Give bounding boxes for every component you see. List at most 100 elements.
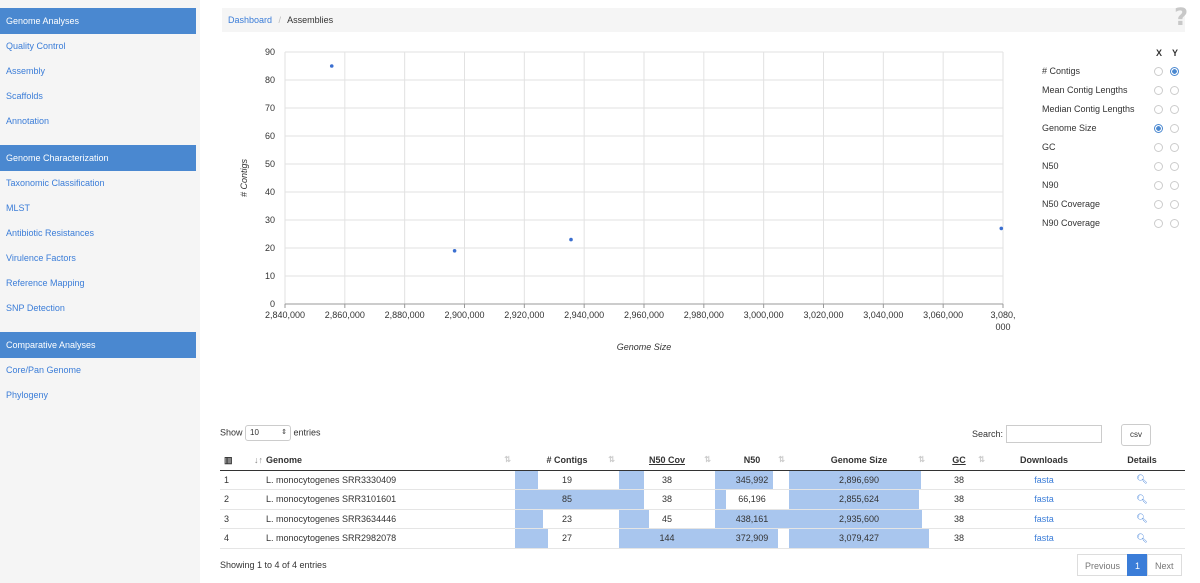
sidebar-section-comparative-analyses[interactable]: Comparative Analyses bbox=[0, 332, 196, 358]
cell-n50cov-value: 38 bbox=[653, 471, 680, 488]
search-input[interactable] bbox=[1006, 425, 1102, 443]
sidebar-item-virulence-factors[interactable]: Virulence Factors bbox=[6, 253, 76, 263]
x-axis-radio[interactable] bbox=[1154, 67, 1163, 76]
y-axis-radio[interactable] bbox=[1170, 143, 1179, 152]
page-1-button[interactable]: 1 bbox=[1127, 554, 1149, 576]
axis-option-row: N50 Coverage bbox=[1042, 195, 1192, 214]
sidebar-item-phylogeny[interactable]: Phylogeny bbox=[6, 390, 49, 400]
axis-option-label: N50 bbox=[1042, 161, 1059, 171]
data-point bbox=[999, 226, 1004, 231]
header-downloads: Downloads bbox=[989, 451, 1099, 471]
sidebar-item-mlst[interactable]: MLST bbox=[6, 203, 31, 213]
y-axis-radio[interactable] bbox=[1170, 181, 1179, 190]
search-icon[interactable]: 🔍︎ bbox=[1136, 513, 1148, 524]
sort-icon: ⇅ bbox=[504, 455, 511, 465]
cell-size-value: 3,079,427 bbox=[838, 533, 880, 544]
csv-button[interactable]: csv bbox=[1121, 424, 1151, 446]
search-icon[interactable]: 🔍︎ bbox=[1136, 493, 1148, 504]
header-contigs-label: # Contigs bbox=[546, 455, 588, 466]
fasta-download-link[interactable]: fasta bbox=[1034, 513, 1054, 524]
x-tick-label: 2,840,000 bbox=[265, 310, 305, 320]
data-point bbox=[329, 64, 334, 68]
cell-bar bbox=[715, 470, 774, 489]
x-tick-label: 2,980,000 bbox=[684, 310, 724, 320]
cell-downloads: fasta bbox=[989, 470, 1099, 490]
axis-option-label: Genome Size bbox=[1042, 123, 1097, 133]
x-axis-radio[interactable] bbox=[1154, 200, 1163, 209]
fasta-download-link[interactable]: fasta bbox=[1034, 533, 1054, 544]
sidebar-item-scaffolds[interactable]: Scaffolds bbox=[6, 91, 43, 101]
header-details: Details bbox=[1099, 451, 1185, 471]
cell-bar bbox=[515, 470, 538, 489]
sidebar-item-quality-control[interactable]: Quality Control bbox=[6, 41, 66, 51]
cell-bar bbox=[619, 509, 649, 528]
x-axis-radio[interactable] bbox=[1154, 124, 1163, 133]
entries-select[interactable]: 10 ⇕ bbox=[245, 425, 292, 441]
y-tick-label: 80 bbox=[265, 75, 275, 85]
x-tick-label: 2,880,000 bbox=[385, 310, 425, 320]
y-axis-radio[interactable] bbox=[1170, 67, 1179, 76]
sidebar-item-reference-mapping[interactable]: Reference Mapping bbox=[6, 278, 85, 288]
breadcrumb-current: Assemblies bbox=[287, 15, 334, 25]
show-label: Show bbox=[220, 427, 243, 438]
y-axis-radio[interactable] bbox=[1170, 105, 1179, 114]
table-controls: Show 10 ⇕ entries Search: csv bbox=[220, 424, 1185, 446]
sidebar-item-taxonomic-classification[interactable]: Taxonomic Classification bbox=[6, 178, 105, 188]
cell-contigs: 27 bbox=[515, 528, 619, 549]
x-axis-radio[interactable] bbox=[1154, 105, 1163, 114]
header-genome-size[interactable]: Genome Size ⇅ bbox=[789, 451, 929, 471]
header-contigs[interactable]: # Contigs ⇅ bbox=[515, 451, 619, 471]
y-axis-radio[interactable] bbox=[1170, 124, 1179, 133]
help-icon[interactable]: ? bbox=[1174, 3, 1188, 31]
sidebar-section-genome-analyses[interactable]: Genome Analyses bbox=[0, 8, 196, 34]
cell-size-value: 2,896,690 bbox=[838, 474, 880, 485]
y-axis-radio[interactable] bbox=[1170, 86, 1179, 95]
axis-option-label: N90 Coverage bbox=[1042, 218, 1101, 228]
sort-icon: ⇅ bbox=[918, 455, 925, 465]
search-icon[interactable]: 🔍︎ bbox=[1136, 532, 1148, 543]
column-chooser-icon[interactable]: ▥ bbox=[220, 451, 250, 471]
header-gc[interactable]: GC ⇅ bbox=[929, 451, 989, 471]
cell-n50cov: 38 bbox=[619, 489, 715, 510]
fasta-download-link[interactable]: fasta bbox=[1034, 494, 1054, 505]
x-tick-label: 3,020,000 bbox=[803, 310, 843, 320]
header-n50[interactable]: N50 ⇅ bbox=[715, 451, 789, 471]
axis-option-row: Median Contig Lengths bbox=[1042, 100, 1192, 119]
x-axis-radio[interactable] bbox=[1154, 219, 1163, 228]
header-genome-label: Genome bbox=[266, 455, 303, 466]
axis-option-row: Mean Contig Lengths bbox=[1042, 81, 1192, 100]
cell-n50cov: 38 bbox=[619, 470, 715, 490]
entries-value: 10 bbox=[250, 428, 259, 437]
y-tick-label: 0 bbox=[270, 299, 275, 309]
breadcrumb-dashboard-link[interactable]: Dashboard bbox=[228, 15, 273, 25]
search-icon[interactable]: 🔍︎ bbox=[1136, 474, 1148, 485]
x-axis-radio[interactable] bbox=[1154, 181, 1163, 190]
axis-option-label: N50 Coverage bbox=[1042, 199, 1101, 209]
y-column-header: Y bbox=[1172, 48, 1179, 58]
x-tick-label: 3,060,000 bbox=[923, 310, 963, 320]
sidebar-item-annotation[interactable]: Annotation bbox=[6, 116, 50, 126]
x-axis-radio[interactable] bbox=[1154, 86, 1163, 95]
sidebar-item-antibiotic-resistances[interactable]: Antibiotic Resistances bbox=[6, 228, 95, 238]
y-axis-title: # Contigs bbox=[239, 158, 249, 197]
sidebar-item-snp-detection[interactable]: SNP Detection bbox=[6, 303, 65, 313]
cell-n50cov: 45 bbox=[619, 509, 715, 529]
x-axis-radio[interactable] bbox=[1154, 162, 1163, 171]
x-axis-radio[interactable] bbox=[1154, 143, 1163, 152]
y-axis-radio[interactable] bbox=[1170, 162, 1179, 171]
header-n50cov[interactable]: N50 Cov ⇅ bbox=[619, 451, 715, 471]
y-axis-radio[interactable] bbox=[1170, 219, 1179, 228]
next-button[interactable]: Next bbox=[1147, 554, 1182, 576]
y-tick-label: 60 bbox=[265, 131, 275, 141]
fasta-download-link[interactable]: fasta bbox=[1034, 474, 1054, 485]
previous-button[interactable]: Previous bbox=[1077, 554, 1129, 576]
sidebar-item-core-pan-genome[interactable]: Core/Pan Genome bbox=[6, 365, 82, 375]
sidebar-section-genome-characterization[interactable]: Genome Characterization bbox=[0, 145, 196, 171]
main-content: Dashboard / Assemblies ? 2,840,000 2,860,… bbox=[220, 0, 1200, 583]
cell-genome: L. monocytogenes SRR3330409 bbox=[250, 470, 515, 490]
header-genome[interactable]: ↓↑ Genome ⇅ bbox=[250, 451, 515, 471]
y-axis-radio[interactable] bbox=[1170, 200, 1179, 209]
x-tick-label: 2,940,000 bbox=[564, 310, 604, 320]
cell-contigs-value: 85 bbox=[561, 494, 572, 505]
sidebar-item-assembly[interactable]: Assembly bbox=[6, 66, 46, 76]
